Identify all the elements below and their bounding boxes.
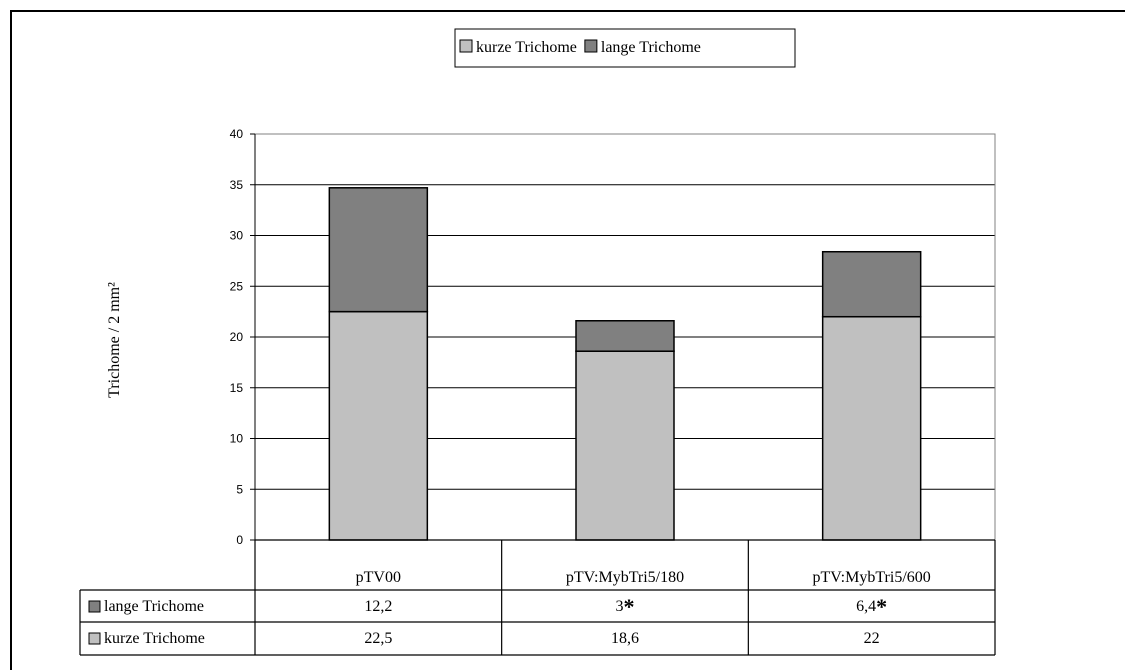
table-cell-kurze-trichome-ptv-mybtri5-180: 18,6 <box>611 630 639 647</box>
legend-label-lange-trichome: lange Trichome <box>601 39 701 56</box>
table-row-label-kurze-trichome: kurze Trichome <box>104 630 205 647</box>
y-axis-label: Trichome / 2 mm² <box>106 282 123 398</box>
chart-frame <box>10 10 1125 670</box>
legend-label-kurze-trichome: kurze Trichome <box>476 39 577 56</box>
table-cell-lange-trichome-ptv-mybtri5-180: 3* <box>616 594 635 619</box>
table-cell-lange-trichome-ptv-mybtri5-600: 6,4* <box>856 594 887 619</box>
y-tick-label-20: 20 <box>230 330 244 344</box>
x-tick-label-ptv00: pTV00 <box>356 569 401 586</box>
bar-kurze-trichome-ptv00 <box>328 310 429 541</box>
y-tick-label-10: 10 <box>230 432 244 446</box>
y-tick-label-40: 40 <box>230 127 244 141</box>
y-tick-label-30: 30 <box>230 229 244 243</box>
y-tick-label-35: 35 <box>230 178 244 192</box>
bars <box>328 187 922 541</box>
y-axis: 0 5 10 15 20 25 30 35 40 <box>230 127 256 547</box>
legend-box <box>454 28 796 68</box>
table-key-kurze-trichome <box>88 632 101 645</box>
y-tick-label-0: 0 <box>236 533 243 547</box>
table-row-label-lange-trichome: lange Trichome <box>104 598 204 615</box>
x-tick-label-ptv-mybtri5-600: pTV:MybTri5/600 <box>813 569 931 586</box>
table-cell-kurze-trichome-ptv00: 22,5 <box>364 630 392 647</box>
table-cell-kurze-trichome-ptv-mybtri5-600: 22 <box>864 630 880 647</box>
bar-lange-trichome-ptv-mybtri5-600 <box>821 250 922 318</box>
table-key-lange-trichome <box>88 600 101 613</box>
y-tick-label-5: 5 <box>236 482 243 496</box>
legend-swatch-lange-trichome <box>584 39 598 53</box>
bar-kurze-trichome-ptv-mybtri5-600 <box>821 315 922 541</box>
y-tick-label-15: 15 <box>230 381 244 395</box>
significance-mark: * <box>624 594 635 619</box>
legend: kurze Trichome lange Trichome <box>454 28 796 68</box>
y-tick-label-25: 25 <box>230 279 244 293</box>
bar-lange-trichome-ptv00 <box>328 187 429 313</box>
table-cell-lange-trichome-ptv00: 12,2 <box>364 598 392 615</box>
significance-mark: * <box>876 594 887 619</box>
bar-kurze-trichome-ptv-mybtri5-180 <box>575 350 675 541</box>
data-table: pTV00 pTV:MybTri5/180 pTV:MybTri5/600 lange… <box>79 539 996 656</box>
bar-lange-trichome-ptv-mybtri5-180 <box>575 320 675 352</box>
x-tick-label-ptv-mybtri5-180: pTV:MybTri5/180 <box>566 569 684 586</box>
legend-swatch-kurze-trichome <box>459 39 473 53</box>
